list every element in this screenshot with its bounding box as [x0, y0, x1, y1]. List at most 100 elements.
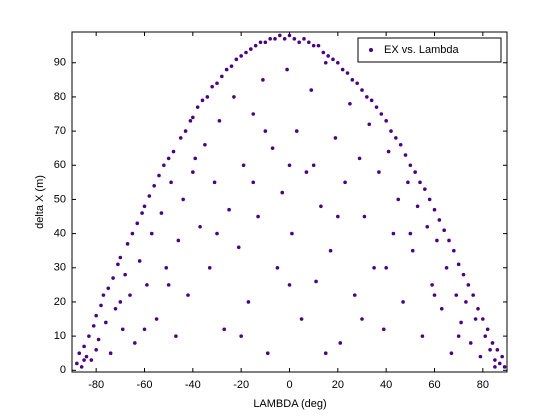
point: [384, 265, 388, 270]
point: [133, 341, 137, 345]
point: [256, 214, 260, 219]
y-tick-label: 60: [54, 159, 66, 171]
point: [251, 180, 256, 185]
point: [473, 317, 478, 321]
point: [323, 351, 328, 356]
point: [466, 283, 471, 287]
point: [96, 337, 101, 342]
point: [261, 78, 265, 82]
point: [377, 170, 381, 174]
point: [263, 129, 268, 133]
point: [403, 153, 408, 157]
point: [285, 67, 289, 72]
point: [478, 354, 483, 359]
point: [212, 180, 217, 185]
point: [408, 231, 413, 236]
point: [485, 327, 490, 332]
point: [166, 283, 171, 287]
point: [94, 313, 98, 318]
point: [275, 265, 280, 270]
point: [311, 43, 316, 48]
point: [239, 54, 243, 58]
point: [191, 170, 195, 174]
point: [94, 347, 98, 352]
point: [437, 218, 442, 222]
point: [270, 146, 275, 150]
x-tick-label: -40: [185, 379, 201, 391]
point: [203, 142, 207, 147]
point: [321, 50, 326, 55]
point: [319, 204, 323, 209]
x-tick-label: 80: [477, 379, 489, 391]
point: [490, 341, 495, 345]
point: [183, 129, 188, 133]
point: [406, 180, 410, 185]
point: [188, 119, 193, 123]
point: [89, 358, 94, 362]
point: [461, 272, 466, 277]
point: [435, 238, 439, 243]
point: [389, 129, 393, 133]
point: [304, 170, 309, 174]
point: [396, 197, 401, 202]
y-tick-label: 90: [54, 57, 66, 69]
point: [336, 214, 340, 219]
point: [152, 183, 156, 188]
point: [454, 293, 459, 297]
point: [287, 163, 292, 168]
y-tick-label: 20: [54, 296, 66, 308]
point: [362, 214, 367, 219]
y-tick-label: 50: [54, 193, 66, 205]
point: [449, 351, 454, 356]
point: [82, 344, 86, 349]
point: [280, 190, 285, 195]
y-tick-label: 40: [54, 228, 66, 240]
legend-marker: [369, 48, 373, 52]
point: [273, 37, 277, 41]
point: [338, 341, 343, 345]
point: [130, 231, 135, 236]
point: [205, 95, 210, 99]
point: [425, 224, 430, 229]
point: [169, 180, 173, 185]
point: [287, 33, 292, 38]
x-axis-label: LAMBDA (deg): [253, 398, 326, 410]
point: [331, 57, 335, 62]
point: [195, 105, 200, 109]
point: [174, 334, 178, 338]
point: [217, 119, 222, 123]
point: [493, 358, 497, 362]
y-tick-label: 70: [54, 125, 66, 137]
x-tick-label: 60: [428, 379, 440, 391]
point: [299, 317, 304, 321]
y-tick-label: 10: [54, 330, 66, 342]
point: [287, 283, 292, 287]
point: [297, 40, 301, 45]
point: [290, 231, 294, 236]
point: [374, 105, 379, 109]
point: [278, 33, 282, 38]
point: [232, 95, 236, 99]
point: [420, 334, 425, 338]
point: [82, 358, 86, 362]
x-tick-label: 20: [332, 379, 344, 391]
point: [191, 115, 195, 120]
x-tick-label: 0: [286, 379, 292, 391]
point: [265, 351, 270, 356]
point: [253, 43, 258, 48]
point: [408, 163, 413, 168]
point: [118, 300, 123, 304]
point: [418, 180, 422, 185]
point: [333, 136, 338, 140]
point: [360, 317, 364, 321]
point: [227, 207, 231, 212]
point: [162, 163, 166, 168]
point: [468, 341, 473, 345]
point: [198, 224, 202, 229]
point: [220, 74, 224, 79]
point: [432, 207, 437, 212]
point: [311, 163, 316, 168]
point: [236, 245, 241, 250]
point: [249, 47, 253, 51]
point: [323, 60, 328, 65]
